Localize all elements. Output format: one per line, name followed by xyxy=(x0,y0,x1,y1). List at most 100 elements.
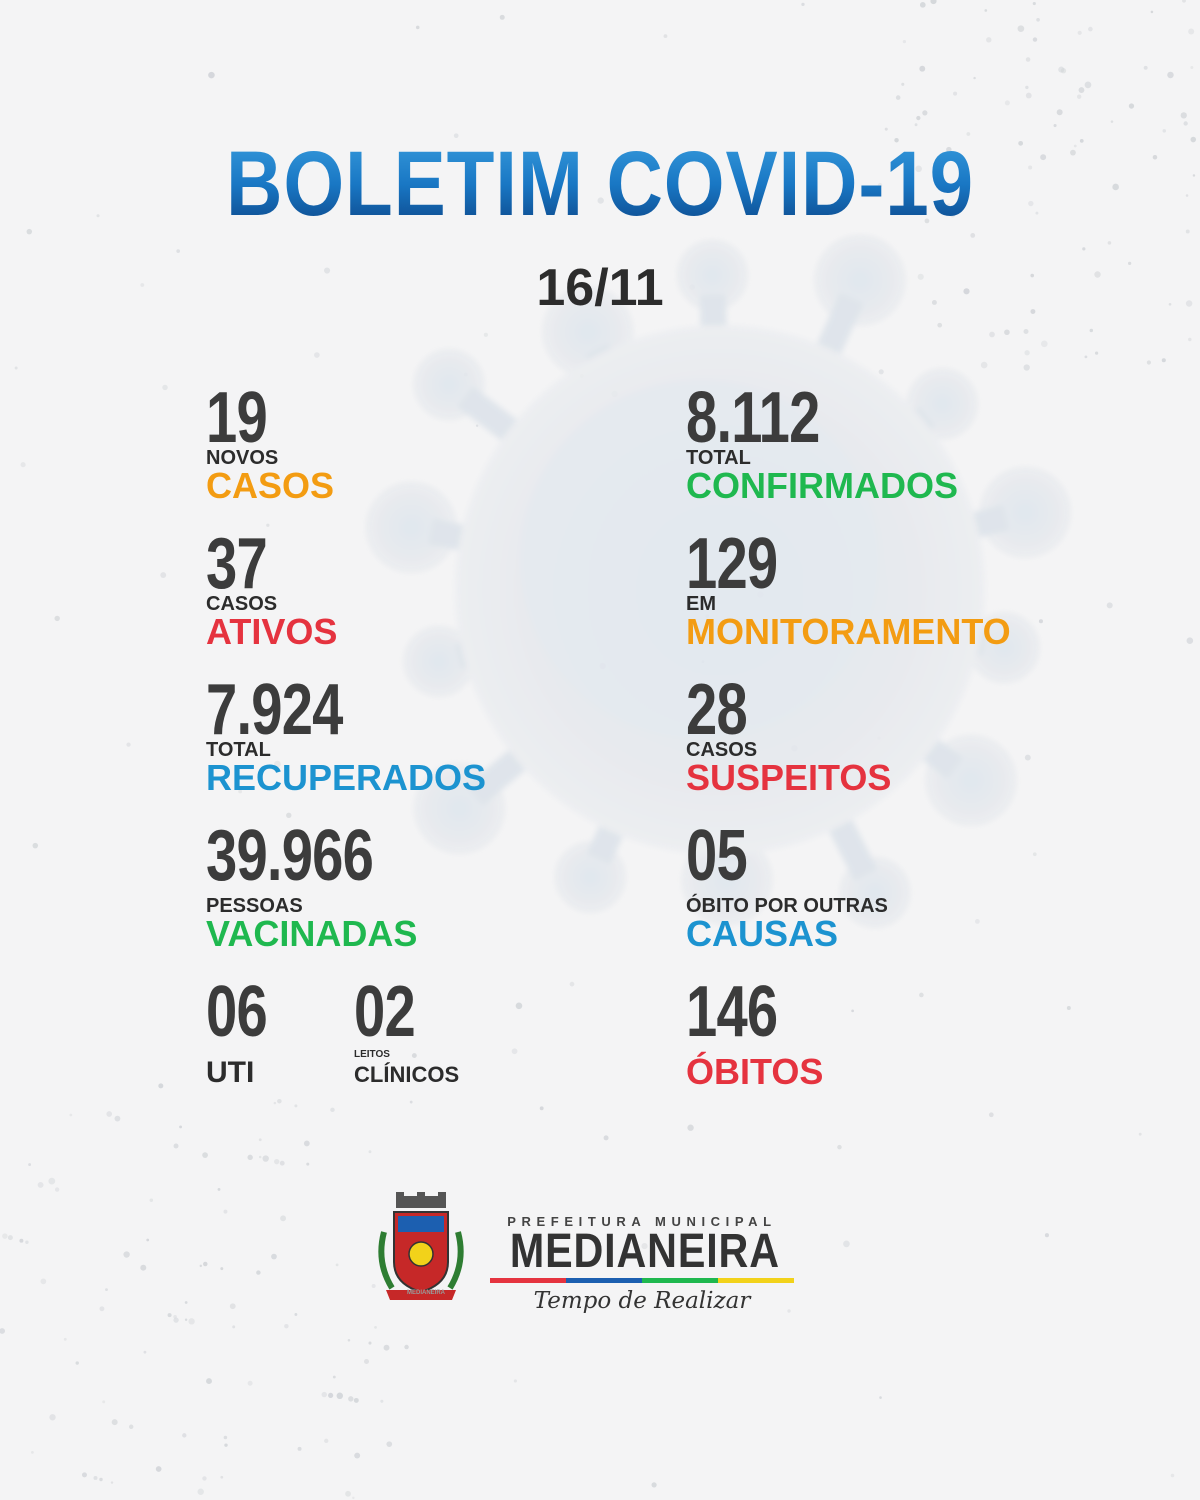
background-dot xyxy=(258,1155,262,1159)
background-dot xyxy=(1152,155,1158,160)
background-dot xyxy=(336,1392,344,1400)
background-dot xyxy=(149,1198,154,1202)
background-dot xyxy=(569,981,575,987)
background-dot xyxy=(167,1313,172,1318)
background-dot xyxy=(25,1240,29,1244)
background-dot xyxy=(40,1278,47,1285)
background-dot xyxy=(515,1002,523,1010)
background-dot xyxy=(475,424,479,427)
background-dot xyxy=(173,1314,177,1319)
background-dot xyxy=(143,1350,147,1354)
background-dot xyxy=(984,9,988,12)
background-dot xyxy=(232,1325,236,1329)
background-dot xyxy=(294,1104,298,1108)
background-dot xyxy=(1162,129,1167,133)
background-dot xyxy=(1032,1,1036,6)
background-dot xyxy=(280,1215,287,1222)
background-dot xyxy=(953,91,958,96)
stat-label-main: RECUPERADOS xyxy=(206,757,487,798)
background-dot xyxy=(1044,1233,1049,1238)
background-dot xyxy=(988,1112,994,1118)
stat-value: 129 xyxy=(686,524,778,604)
background-dot xyxy=(14,366,18,370)
stat-value: 8.112 xyxy=(686,378,820,458)
background-dot xyxy=(1018,140,1024,146)
background-dot xyxy=(28,1163,32,1166)
background-dot xyxy=(1088,26,1093,32)
background-dot xyxy=(1188,337,1192,342)
background-dot xyxy=(966,132,971,136)
background-dot xyxy=(0,1328,6,1334)
background-dot xyxy=(75,1361,79,1365)
background-dot xyxy=(1185,229,1190,234)
stat-recuperados: 7.924 TOTAL RECUPERADOS xyxy=(206,674,486,796)
background-dot xyxy=(843,1240,850,1248)
background-dot xyxy=(483,332,488,337)
stat-label-top: CASOS xyxy=(206,593,278,615)
background-dot xyxy=(354,1452,361,1459)
background-dot xyxy=(901,82,905,86)
background-dot xyxy=(7,1235,13,1241)
background-dot xyxy=(223,1435,228,1440)
background-dot xyxy=(895,95,901,100)
city-name: MEDIANEIRA xyxy=(509,1225,780,1278)
background-dot xyxy=(1161,358,1166,363)
background-dot xyxy=(931,300,937,305)
background-dot xyxy=(1079,138,1084,143)
background-dot xyxy=(1032,852,1037,857)
stat-label-main: SUSPEITOS xyxy=(686,757,892,798)
background-dot xyxy=(19,1238,24,1243)
background-dot xyxy=(1025,57,1031,62)
background-dot xyxy=(787,1309,791,1313)
background-dot xyxy=(1032,37,1038,42)
stat-label-main: CONFIRMADOS xyxy=(686,465,958,506)
background-dot xyxy=(894,138,899,143)
background-dot xyxy=(123,1251,130,1258)
background-dot xyxy=(1188,28,1195,35)
background-dot xyxy=(1038,619,1043,624)
background-dot xyxy=(48,1177,56,1185)
background-dot xyxy=(663,34,668,39)
background-dot xyxy=(203,1261,208,1267)
background-dot xyxy=(603,1135,609,1141)
background-dot xyxy=(1058,66,1065,73)
background-dot xyxy=(223,1209,228,1214)
background-dot xyxy=(1190,66,1194,70)
background-dot xyxy=(884,127,888,131)
background-dot xyxy=(1192,174,1196,177)
background-dot xyxy=(386,1441,393,1448)
background-dot xyxy=(93,1475,98,1480)
background-dot xyxy=(274,1158,280,1165)
background-dot xyxy=(353,1397,359,1403)
background-dot xyxy=(296,723,299,726)
background-dot xyxy=(146,1238,150,1242)
stat-value: 02 xyxy=(354,972,416,1052)
background-dot xyxy=(879,1396,882,1399)
page-title: BOLETIM COVID-19 xyxy=(90,132,1110,237)
background-dot xyxy=(262,1155,269,1162)
background-dot xyxy=(54,615,60,622)
background-dot xyxy=(26,228,33,235)
background-dot xyxy=(919,2,926,8)
stat-leitos-clinicos: 02 LEITOS CLÍNICOS xyxy=(354,976,459,1086)
background-dot xyxy=(350,183,354,187)
background-dot xyxy=(1106,602,1113,609)
stat-value: 06 xyxy=(206,972,268,1052)
stat-label-main: MONITORAMENTO xyxy=(686,611,1011,652)
background-dot xyxy=(1017,25,1025,33)
background-dot xyxy=(184,1301,188,1304)
background-dot xyxy=(352,1496,355,1500)
background-dot xyxy=(914,123,918,127)
background-dot xyxy=(1138,1132,1142,1136)
background-dot xyxy=(99,1477,103,1482)
background-dot xyxy=(256,1270,261,1275)
background-dot xyxy=(1170,1473,1175,1478)
background-dot xyxy=(986,37,992,43)
background-dot xyxy=(1110,120,1114,123)
city-crest-icon xyxy=(378,1192,464,1300)
background-dot xyxy=(537,1293,543,1299)
background-dot xyxy=(1028,165,1033,170)
background-dot xyxy=(380,1399,384,1403)
background-dot xyxy=(1107,241,1112,245)
background-dot xyxy=(345,1490,351,1497)
